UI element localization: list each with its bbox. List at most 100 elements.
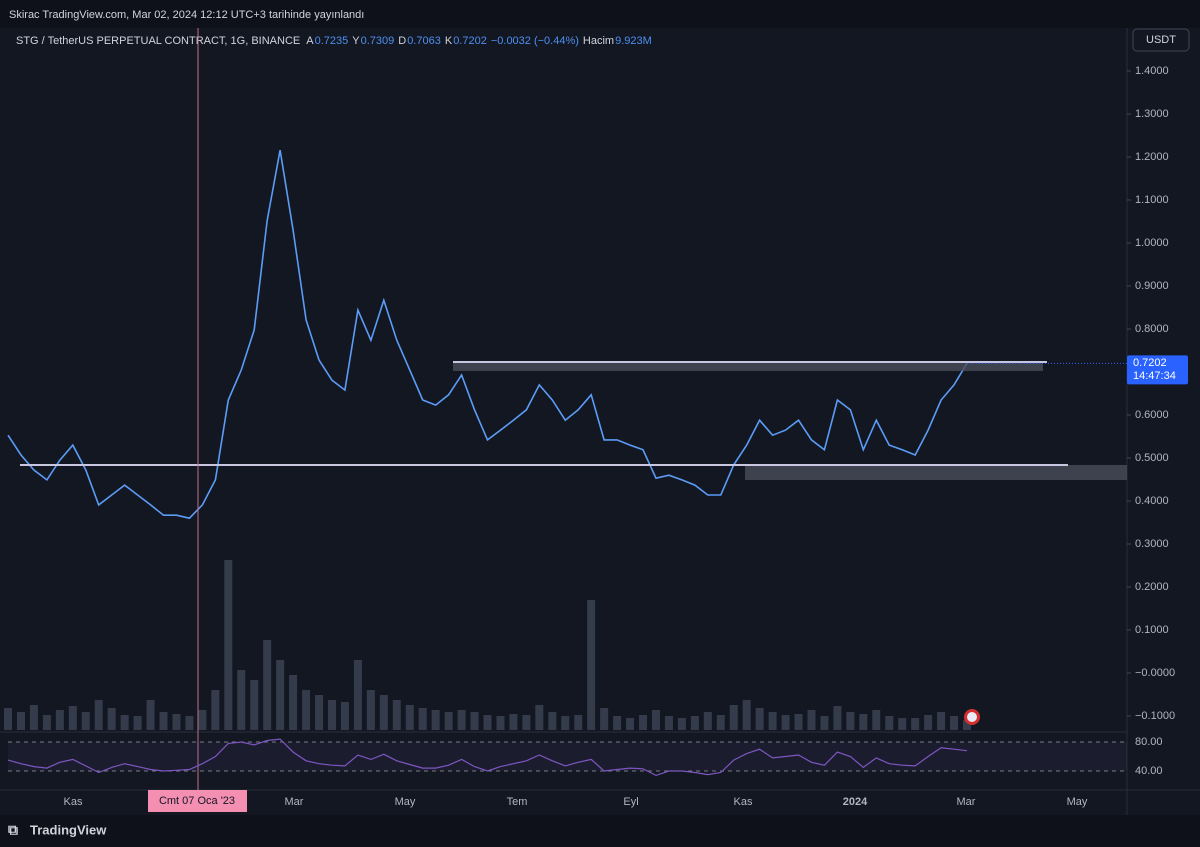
volume-bar [353,660,362,730]
volume-bar [340,702,349,730]
volume-bar [522,715,531,730]
ohlc-value: 0.7063 [407,35,441,47]
y-tick-label: −0.1000 [1135,710,1175,722]
volume-bar [444,712,453,730]
volume-bar [574,715,583,730]
currency[interactable]: USDT [1146,34,1176,46]
crosshair-label-box [148,790,247,812]
volume-bar [16,712,25,730]
ohlc-label: A [306,35,314,47]
rsi-band [8,741,1127,771]
ohlc-label: K [445,35,453,47]
ohlc-label: D [398,35,406,47]
footer-bar [0,815,1200,847]
volume-bar [263,640,272,730]
volume-bar [833,706,842,730]
x-tick-label: May [1067,796,1088,808]
footer-brand: TradingView [30,822,107,837]
volume-bar [561,716,570,730]
y-tick-label: 0.8000 [1135,323,1169,335]
volume-bar [846,712,855,730]
y-tick-label: 1.3000 [1135,108,1169,120]
volume-bar [315,695,324,730]
volume-bar [716,715,725,730]
ohlc-value: 0.7309 [361,35,395,47]
price-line [7,149,968,520]
y-tick-label: 0.1000 [1135,624,1169,636]
volume-bar [431,710,440,730]
volume-bar [768,712,777,730]
symbol: STG / TetherUS PERPETUAL CONTRACT, 1G, B… [16,35,300,47]
event-icon-inner [967,712,977,722]
volume-bar [613,716,622,730]
volume-bar [418,708,427,730]
volume-bar [29,705,38,730]
volume-bar [107,708,116,730]
volume-bar [794,714,803,730]
volume-bar [911,718,920,730]
volume-bar [302,690,311,730]
published-note: Skirac TradingView.com, Mar 02, 2024 12:… [9,9,364,21]
crosshair-label: Cmt 07 Oca '23 [159,795,235,807]
volume-bar [600,708,609,730]
x-tick-label: Mar [957,796,976,808]
y-tick-label: 0.9000 [1135,280,1169,292]
last-price: 0.7202 [1133,357,1167,369]
rsi-tick-label: 80.00 [1135,736,1163,748]
volume-bar [651,710,660,730]
y-tick-label: 0.6000 [1135,409,1169,421]
y-tick-label: 0.4000 [1135,495,1169,507]
volume-bar [820,716,829,730]
last-price-box [1127,355,1188,385]
volume-bar [872,710,881,730]
volume-bar [639,715,648,730]
volume-bar [133,716,142,730]
volume-bar [509,714,518,730]
volume-bar [237,670,246,730]
volume-bar [677,718,686,730]
volume-bar [159,712,168,730]
volume-bar [4,708,12,730]
y-tick-label: 0.2000 [1135,581,1169,593]
volume-bar [950,716,959,730]
volume-bar [963,720,971,730]
volume-bar [276,660,285,730]
y-tick-label: −0.0000 [1135,667,1175,679]
volume-value: 9.923M [615,35,652,47]
change: −0.0032 (−0.44%) [491,35,579,47]
volume-bar [185,716,194,730]
currency-button[interactable] [1132,28,1190,52]
logo-mark: ⧉ [8,822,18,838]
rsi-line [7,738,968,777]
countdown: 14:47:34 [1133,370,1176,382]
volume-bar [859,714,868,730]
volume-bar [457,710,466,730]
volume-bar [379,695,388,730]
volume-bar [807,710,816,730]
volume-bar [626,718,635,730]
volume-bar [81,712,90,730]
y-tick-label: 0.3000 [1135,538,1169,550]
volume-bar [392,700,401,730]
volume-bar [885,716,894,730]
top-bar [0,0,1200,28]
volume-bar [924,715,933,730]
y-tick-label: 1.2000 [1135,151,1169,163]
volume-bar [327,700,336,730]
volume-bar [172,714,181,730]
volume-bar [55,710,64,730]
volume-bar [690,716,699,730]
volume-bar [366,690,375,730]
volume-bar [68,706,77,730]
resistance-zone [453,362,1043,371]
volume-bar [470,712,479,730]
volume-bar [94,700,103,730]
volume-bar [198,710,207,730]
y-tick-label: 1.1000 [1135,194,1169,206]
volume-bar [146,700,155,730]
volume-bar [742,700,751,730]
x-tick-label: Kas [734,796,753,808]
volume-label: Hacim [583,35,614,47]
ohlc-value: 0.7235 [315,35,349,47]
volume-bar [937,712,946,730]
